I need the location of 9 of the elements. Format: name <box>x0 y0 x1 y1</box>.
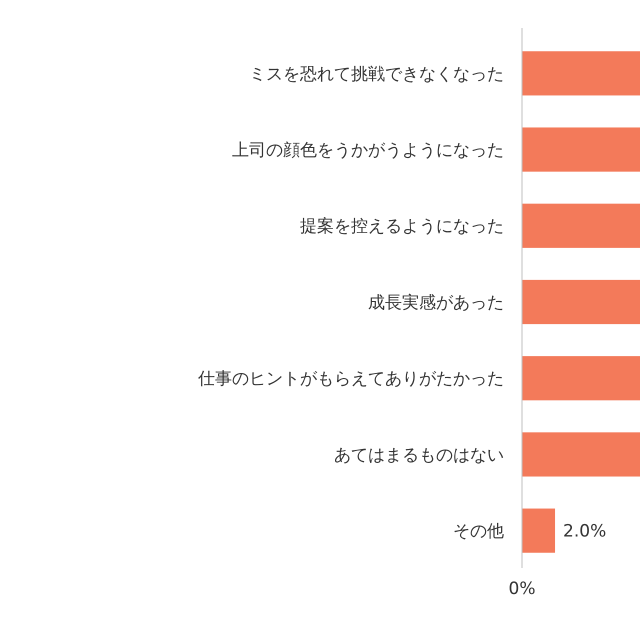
y-tick-label: ミスを恐れて挑戦できなくなった <box>249 64 504 84</box>
y-tick-label: 提案を控えるようになった <box>300 216 504 237</box>
y-tick-label: 仕事のヒントがもらえてありがたかった <box>197 369 504 390</box>
y-tick-label: その他 <box>453 522 504 542</box>
annotation: 2.0% <box>563 522 606 542</box>
y-tick-label: 上司の顔色をうかがうようになった <box>232 140 504 161</box>
y-tick-label: あてはまるものはない <box>334 445 504 466</box>
y-tick-label: 成長実感があった <box>368 292 504 313</box>
annotation: 0% <box>508 578 536 599</box>
